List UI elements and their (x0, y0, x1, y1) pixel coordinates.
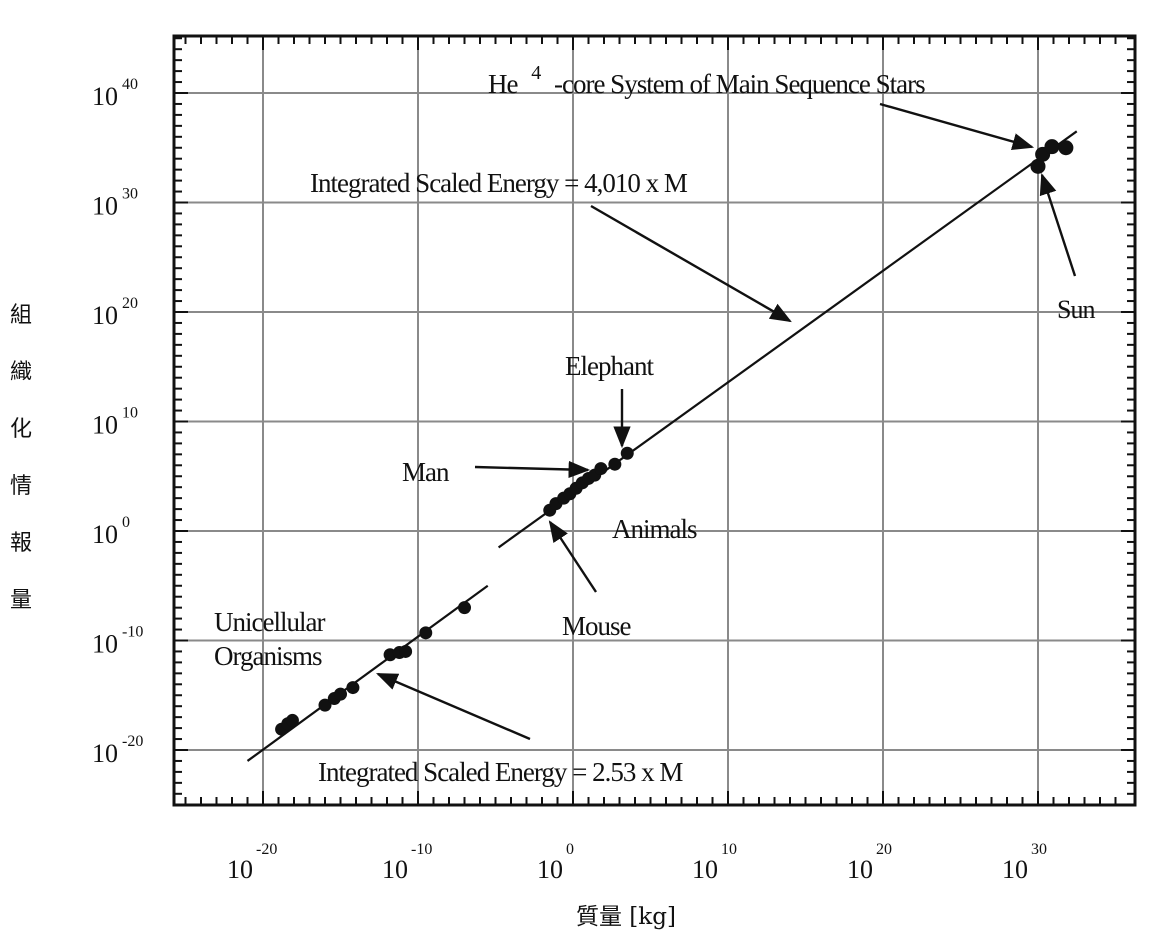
annotation-unicellular: Unicellular (214, 607, 325, 637)
annotation-he4-he: He (488, 69, 518, 99)
annotation-man: Man (402, 457, 450, 487)
y-tick-label-exp-6: 40 (122, 76, 138, 93)
x-tick-label-exp-0: -20 (256, 841, 277, 858)
data-point-2 (285, 713, 299, 727)
y-tick-label-exp-0: -20 (122, 733, 143, 750)
y-axis-label-char: 報 (10, 531, 32, 556)
x-tick-label-base-0: 10 (227, 855, 253, 884)
arrow-mouse (548, 520, 598, 593)
data-point-5 (334, 687, 347, 701)
y-tick-label-base-1: 10 (92, 630, 118, 659)
data-point-21 (608, 457, 622, 471)
annotation-he4-sup: 4 (531, 62, 541, 84)
data-point-9 (399, 644, 413, 658)
y-tick-label-base-6: 10 (92, 82, 118, 111)
y-tick-label-exp-5: 30 (122, 186, 138, 203)
x-tick-label-base-5: 10 (1002, 855, 1028, 884)
data-point-6 (346, 681, 360, 695)
y-tick-label-base-3: 10 (92, 411, 118, 440)
data-point-22 (620, 446, 634, 460)
x-tick-label-base-2: 10 (537, 855, 563, 884)
x-tick-label-exp-4: 20 (876, 841, 892, 858)
y-tick-label-exp-2: 0 (122, 514, 130, 531)
data-point-20 (594, 462, 608, 476)
annotation-organisms: Organisms (214, 641, 322, 671)
arrow-fit-small (376, 672, 531, 741)
y-tick-label-base-4: 10 (92, 301, 118, 330)
data-point-3 (318, 698, 332, 712)
x-tick-label-exp-1: -10 (411, 841, 432, 858)
annotation-fit-small: Integrated Scaled Energy = 2.53 x M (318, 757, 683, 787)
annotation-arrows (376, 102, 1077, 741)
grid (174, 36, 1135, 805)
annotation-he4-rest: -core System of Main Sequence Stars (554, 69, 925, 99)
arrow-he4-stars (879, 102, 1035, 151)
data-point-10 (419, 626, 433, 640)
x-tick-label-exp-5: 30 (1031, 841, 1047, 858)
y-axis-label-char: 組 (10, 303, 32, 328)
plot-frame (172, 34, 1137, 807)
data-points (275, 139, 1074, 736)
data-point-25 (1044, 139, 1060, 155)
y-tick-label-base-0: 10 (92, 739, 118, 768)
x-tick-label-base-1: 10 (382, 855, 408, 884)
annotation-he4-stars: He 4 -core System of Main Sequence Stars (488, 55, 925, 99)
data-point-26 (1058, 140, 1074, 156)
x-tick-label-exp-2: 0 (566, 841, 574, 858)
data-point-11 (458, 601, 471, 615)
x-tick-label-exp-3: 10 (721, 841, 737, 858)
x-tick-label-base-3: 10 (692, 855, 718, 884)
annotation-animals: Animals (612, 514, 697, 544)
x-tick-label-base-4: 10 (847, 855, 873, 884)
y-axis-label-char: 化 (10, 417, 32, 442)
arrow-man (474, 460, 591, 479)
y-tick-label-base-2: 10 (92, 520, 118, 549)
y-axis-label-char: 量 (10, 588, 32, 613)
y-axis-label-char: 織 (10, 360, 32, 385)
y-axis-label-char: 情 (10, 474, 32, 499)
y-tick-label-exp-3: 10 (122, 405, 138, 422)
arrow-fit-large (590, 204, 792, 323)
x-axis-label: 質量 [kg] (576, 904, 676, 930)
y-tick-label-exp-4: 20 (122, 295, 138, 312)
arrow-sun (1039, 172, 1077, 277)
annotation-elephant: Elephant (565, 351, 654, 381)
y-tick-label-base-5: 10 (92, 192, 118, 221)
annotation-fit-large: Integrated Scaled Energy = 4,010 x M (310, 168, 688, 198)
data-point-23 (1030, 158, 1046, 174)
y-tick-label-exp-1: -10 (122, 624, 143, 641)
annotation-sun: Sun (1057, 295, 1095, 324)
annotation-mouse: Mouse (562, 611, 632, 641)
